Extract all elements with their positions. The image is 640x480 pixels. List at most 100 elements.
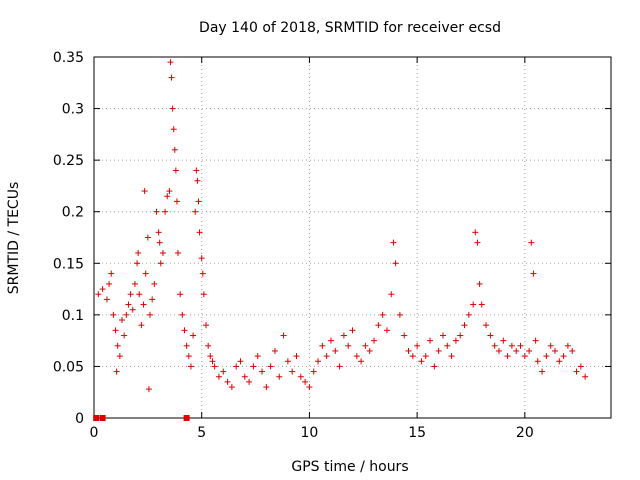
data-point: [353, 353, 360, 360]
data-point: [149, 296, 156, 303]
data-point: [167, 59, 174, 66]
data-point: [564, 342, 571, 349]
data-point: [297, 373, 304, 380]
data-point: [388, 291, 395, 298]
data-point: [409, 353, 416, 360]
data-point: [164, 193, 171, 200]
chart-title: Day 140 of 2018, SRMTID for receiver ecs…: [199, 20, 501, 36]
data-point: [366, 347, 373, 354]
data-point: [175, 249, 182, 256]
data-point: [135, 249, 142, 256]
data-point: [547, 342, 554, 349]
data-point: [103, 296, 110, 303]
data-point: [362, 342, 369, 349]
data-point: [315, 358, 322, 365]
data-point: [199, 270, 206, 277]
data-point: [187, 363, 194, 370]
data-point: [487, 332, 494, 339]
data-point: [151, 280, 158, 287]
x-tick-label: 5: [197, 425, 206, 441]
data-point: [172, 167, 179, 174]
data-point: [169, 105, 176, 112]
tick-labels: 0 5 10 15 20 0 0.05 0.1 0.15 0.2 0.25 0.3 0.35: [53, 50, 534, 441]
x-axis-label: GPS time / hours: [291, 459, 408, 475]
data-point: [211, 363, 218, 370]
data-point: [448, 353, 455, 360]
data-point: [302, 378, 309, 385]
data-point: [116, 353, 123, 360]
data-point: [183, 415, 190, 421]
data-point: [110, 311, 117, 318]
data-point: [271, 347, 278, 354]
x-tick-label: 20: [516, 425, 534, 441]
data-point: [177, 291, 184, 298]
data-point: [310, 368, 317, 375]
data-point: [147, 311, 154, 318]
data-point-square: [183, 415, 190, 421]
data-point: [551, 347, 558, 354]
data-point: [166, 188, 173, 195]
data-point: [250, 363, 257, 370]
data-point: [517, 342, 524, 349]
data-point: [323, 353, 330, 360]
data-point: [375, 322, 382, 329]
data-point: [345, 342, 352, 349]
x-tick-label: 0: [90, 425, 99, 441]
data-point: [185, 353, 192, 360]
data-point: [392, 260, 399, 267]
y-tick-label: 0.1: [62, 308, 84, 324]
data-point: [470, 301, 477, 308]
plot-frame: [93, 56, 612, 419]
data-point: [401, 332, 408, 339]
data-point-square: [99, 415, 106, 421]
data-point: [495, 347, 502, 354]
data-point: [106, 280, 113, 287]
data-point: [237, 358, 244, 365]
data-point: [241, 373, 248, 380]
y-tick-label: 0: [75, 411, 84, 427]
data-point: [528, 239, 535, 246]
data-point-square: [93, 415, 100, 421]
data-point: [224, 378, 231, 385]
data-point: [195, 198, 202, 205]
data-point: [476, 280, 483, 287]
data-point: [508, 342, 515, 349]
data-point: [155, 229, 162, 236]
data-point: [383, 327, 390, 334]
data-point: [157, 260, 164, 267]
data-point: [340, 332, 347, 339]
data-point: [422, 353, 429, 360]
data-point: [293, 353, 300, 360]
data-point: [444, 342, 451, 349]
data-point: [205, 342, 212, 349]
y-tick-label: 0.3: [62, 102, 84, 118]
data-point: [289, 368, 296, 375]
data-point: [119, 317, 126, 324]
axes: [93, 56, 612, 419]
data-point: [457, 332, 464, 339]
data-point: [472, 229, 479, 236]
y-tick-label: 0.25: [53, 153, 84, 169]
data-point: [526, 347, 533, 354]
data-point: [127, 291, 134, 298]
data-point: [190, 332, 197, 339]
grid: [94, 57, 611, 418]
data-point: [491, 342, 498, 349]
data-point: [112, 327, 119, 334]
data-point: [439, 332, 446, 339]
data-point: [108, 270, 115, 277]
data-point: [171, 146, 178, 153]
data-point: [181, 327, 188, 334]
data-point: [121, 332, 128, 339]
data-point: [114, 342, 121, 349]
data-point: [140, 301, 147, 308]
data-point: [327, 337, 334, 344]
data-point: [173, 198, 180, 205]
data-point: [233, 363, 240, 370]
data-point: [125, 301, 132, 308]
data-point: [207, 353, 214, 360]
data-point: [129, 306, 136, 313]
data-point: [379, 311, 386, 318]
